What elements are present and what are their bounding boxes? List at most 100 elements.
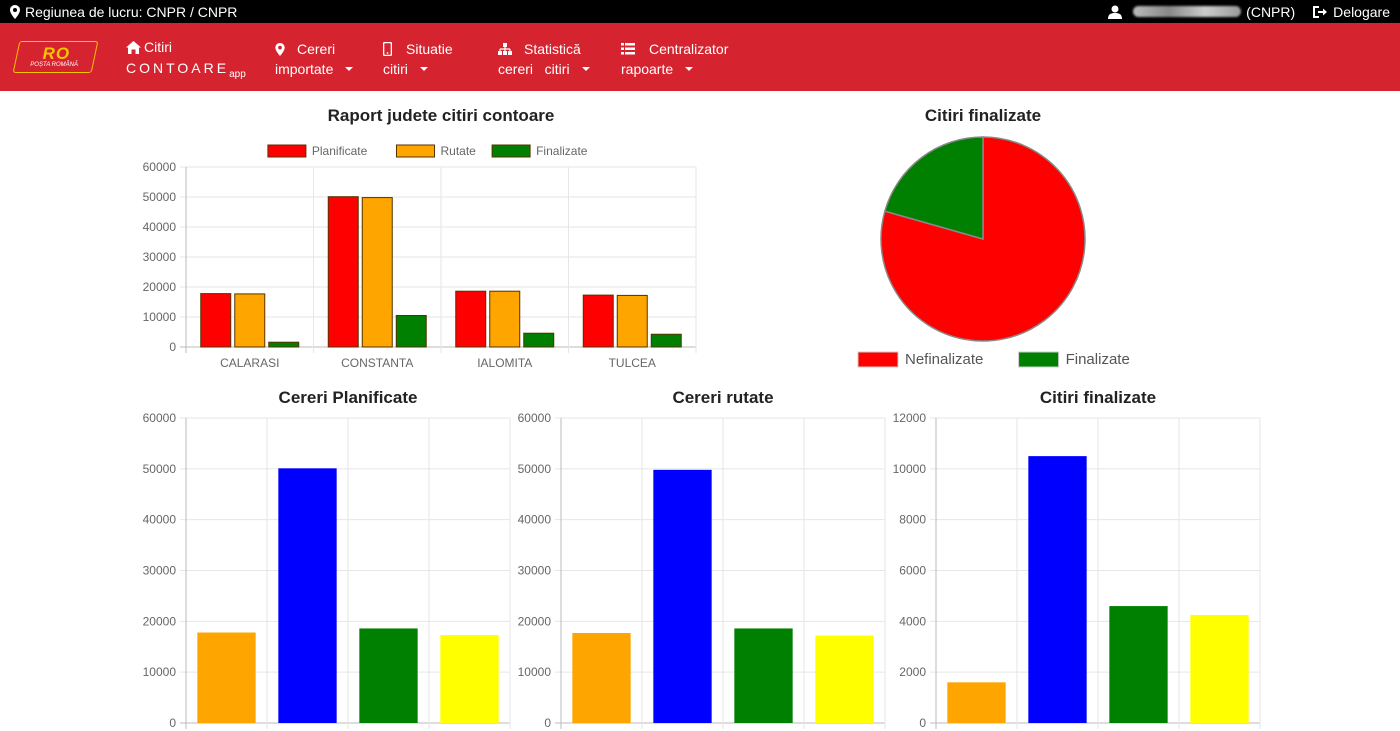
bar: [572, 633, 631, 723]
bar: [1109, 606, 1168, 723]
nav-item-line1: Situatie: [406, 41, 453, 57]
logout-button[interactable]: Delogare: [1312, 4, 1390, 20]
nav-statistica[interactable]: Statistică cereri citiri: [498, 39, 590, 79]
y-tick-label: 60000: [143, 411, 177, 425]
bar-planificate: [327, 196, 359, 348]
bar: [653, 469, 712, 723]
bar: [197, 632, 256, 723]
home-icon: [126, 40, 141, 54]
bar: [947, 682, 1006, 723]
x-tick-label: CALARASI: [220, 356, 279, 370]
y-tick-label: 40000: [143, 220, 177, 234]
y-tick-label: 10000: [893, 462, 927, 476]
y-tick-label: 20000: [143, 614, 177, 628]
legend-label: Nefinalizate: [905, 351, 983, 368]
main-navbar: RO POȘTA ROMÂNĂ Citiri CONTOAREapp Cerer…: [0, 23, 1400, 91]
map-marker-icon: [275, 42, 285, 56]
top-bar: Regiunea de lucru: CNPR / CNPR (CNPR) De…: [0, 0, 1400, 23]
caret-down-icon: [419, 67, 428, 71]
legend-swatch: [491, 144, 531, 158]
bar: [734, 628, 793, 723]
y-tick-label: 50000: [143, 190, 177, 204]
legend-label: Planificate: [312, 144, 368, 158]
bar-finalizate: [395, 315, 427, 348]
y-tick-label: 0: [544, 716, 551, 730]
nav-centralizator[interactable]: Centralizator rapoarte: [621, 39, 728, 79]
region-label: Regiunea de lucru: CNPR / CNPR: [25, 3, 238, 20]
username-redacted: [1133, 6, 1242, 17]
bar-finalizate: [268, 341, 300, 348]
chart-title: Cereri Planificate: [279, 388, 418, 407]
x-tick-label: IALOMITA: [477, 356, 532, 370]
list-icon: [621, 43, 635, 55]
nav-item-line1: Cereri: [297, 41, 336, 57]
region-info: Regiunea de lucru: CNPR / CNPR: [10, 4, 237, 20]
y-tick-label: 0: [169, 340, 176, 354]
posta-romana-logo[interactable]: RO POȘTA ROMÂNĂ: [12, 41, 99, 73]
home-line2: CONTOARE: [126, 60, 230, 76]
y-tick-label: 60000: [143, 160, 177, 174]
caret-down-icon: [345, 67, 354, 71]
sitemap-icon: [498, 42, 512, 55]
logo-text: RO: [42, 44, 70, 63]
bar-finalizate: [650, 333, 682, 348]
user-icon: [1108, 5, 1123, 19]
y-tick-label: 10000: [518, 665, 552, 679]
sign-out-icon: [1313, 5, 1328, 18]
y-tick-label: 4000: [899, 614, 926, 628]
mobile-icon: [383, 42, 392, 56]
y-tick-label: 12000: [893, 411, 927, 425]
bar-chart-cereri-planificate: Cereri Planificate 0 10000 20000 30000 40000 5…: [143, 388, 511, 730]
bar: [1028, 456, 1087, 723]
legend-swatch: [857, 351, 899, 368]
y-tick-label: 2000: [899, 665, 926, 679]
bar: [440, 635, 499, 723]
caret-down-icon: [685, 67, 694, 71]
y-tick-label: 40000: [143, 513, 177, 527]
legend-swatch: [267, 144, 307, 158]
chart-title: Citiri finalizate: [1040, 388, 1156, 407]
bar-rutate: [489, 290, 521, 348]
nav-home[interactable]: Citiri CONTOAREapp: [126, 37, 246, 85]
y-tick-label: 20000: [518, 614, 552, 628]
y-tick-label: 0: [169, 716, 176, 730]
grouped-bar-chart-judete: Raport judete citiri contoare 0 10000 20000…: [143, 106, 697, 370]
pie-chart-citiri-finalizate: Citiri finalizate Nefinalizate Finalizate: [857, 106, 1130, 368]
nav-situatie-citiri[interactable]: Situatie citiri: [383, 39, 453, 79]
y-tick-label: 6000: [899, 564, 926, 578]
bar-chart-cereri-rutate: Cereri rutate 0 10000 20000 30000 40000 50000 6…: [518, 388, 886, 730]
bar: [359, 628, 418, 723]
y-tick-label: 10000: [143, 310, 177, 324]
legend-swatch: [396, 144, 435, 158]
nav-cereri-importate[interactable]: Cereri importate: [275, 39, 354, 79]
bar-planificate: [200, 293, 232, 348]
x-tick-label: TULCEA: [609, 356, 656, 370]
logout-label: Delogare: [1333, 3, 1390, 20]
y-tick-label: 40000: [518, 513, 552, 527]
bar-rutate: [234, 293, 266, 348]
x-tick-label: CONSTANTA: [341, 356, 413, 370]
logo-subtext: POȘTA ROMÂNĂ: [29, 62, 78, 68]
legend-label: Finalizate: [536, 144, 588, 158]
y-tick-label: 30000: [518, 564, 552, 578]
bar: [1190, 614, 1249, 723]
home-sub: app: [229, 68, 246, 80]
bar-planificate: [582, 294, 614, 348]
chart-title: Citiri finalizate: [925, 106, 1041, 125]
chart-title: Cereri rutate: [672, 388, 773, 407]
bar-chart-citiri-finalizate: Citiri finalizate 0 2000 4000 6000 8000 10000 1…: [893, 388, 1261, 730]
map-marker-icon: [10, 4, 20, 19]
y-tick-label: 20000: [143, 280, 177, 294]
home-line1: Citiri: [144, 39, 172, 55]
bar-rutate: [616, 294, 648, 348]
nav-item-line1: Statistică: [524, 41, 581, 57]
y-tick-label: 50000: [143, 462, 177, 476]
y-tick-label: 10000: [143, 665, 177, 679]
bar-finalizate: [523, 332, 555, 348]
nav-item-line2: rapoarte: [621, 61, 674, 77]
legend-swatch: [1018, 351, 1060, 368]
pie-slice-finalizate: [883, 136, 984, 240]
home-brand: CONTOAREapp: [126, 58, 246, 85]
legend-label: Finalizate: [1066, 351, 1130, 368]
y-tick-label: 30000: [143, 564, 177, 578]
